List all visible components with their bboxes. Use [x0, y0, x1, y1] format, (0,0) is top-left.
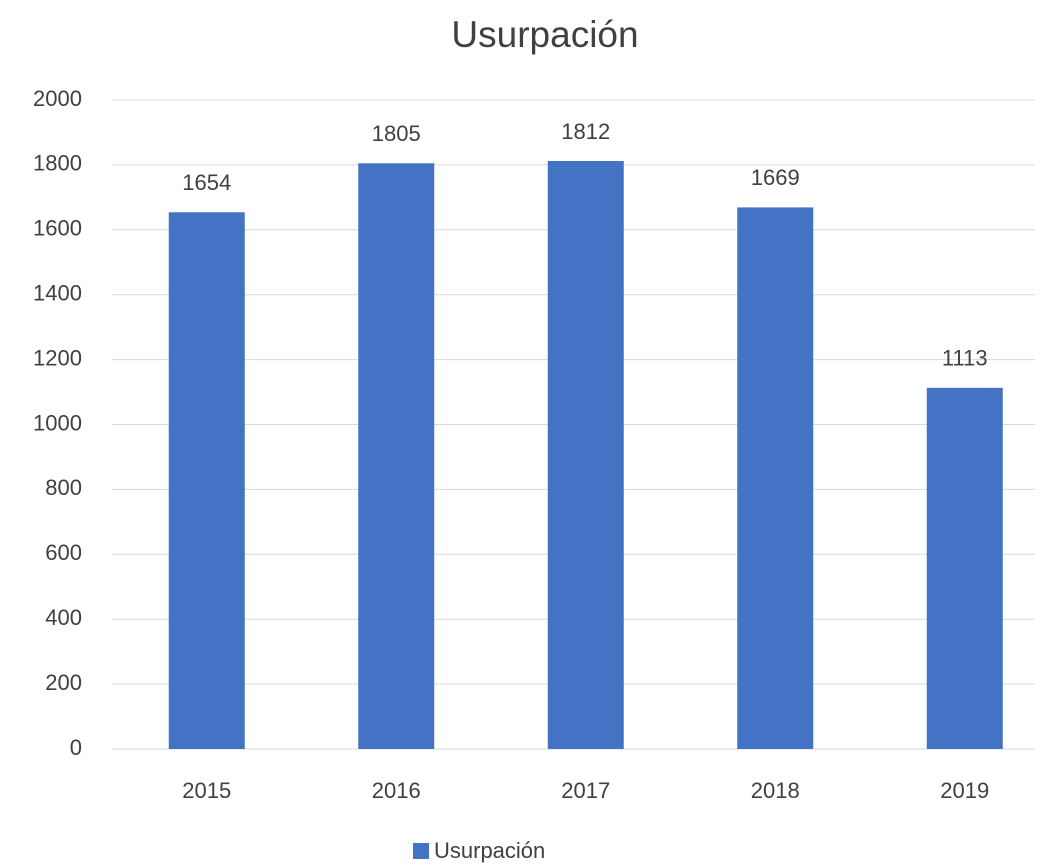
- bar: [547, 161, 624, 750]
- data-label: 1669: [751, 165, 800, 190]
- y-tick-label: 400: [45, 605, 82, 630]
- bar: [358, 163, 435, 750]
- x-tick-label: 2017: [561, 778, 610, 803]
- y-tick-label: 1200: [33, 345, 82, 370]
- bar: [168, 212, 245, 750]
- legend-label: Usurpación: [434, 838, 545, 863]
- y-tick-label: 1400: [33, 281, 82, 306]
- y-tick-label: 0: [70, 735, 82, 760]
- bar: [926, 387, 1003, 749]
- bar: [737, 207, 814, 750]
- y-tick-label: 800: [45, 475, 82, 500]
- x-tick-label: 2019: [940, 778, 989, 803]
- data-label: 1113: [942, 346, 988, 371]
- data-label: 1805: [372, 121, 421, 146]
- data-label: 1812: [561, 119, 610, 144]
- x-tick-label: 2018: [751, 778, 800, 803]
- y-tick-label: 600: [45, 540, 82, 565]
- y-tick-label: 1800: [33, 151, 82, 176]
- chart-title: Usurpación: [451, 14, 638, 55]
- y-tick-label: 1000: [33, 410, 82, 435]
- x-tick-label: 2015: [182, 778, 231, 803]
- y-tick-label: 200: [45, 670, 82, 695]
- legend-swatch: [413, 843, 429, 859]
- data-label: 1654: [182, 170, 231, 195]
- y-tick-label: 1600: [33, 216, 82, 241]
- y-tick-label: 2000: [33, 86, 82, 111]
- x-tick-label: 2016: [372, 778, 421, 803]
